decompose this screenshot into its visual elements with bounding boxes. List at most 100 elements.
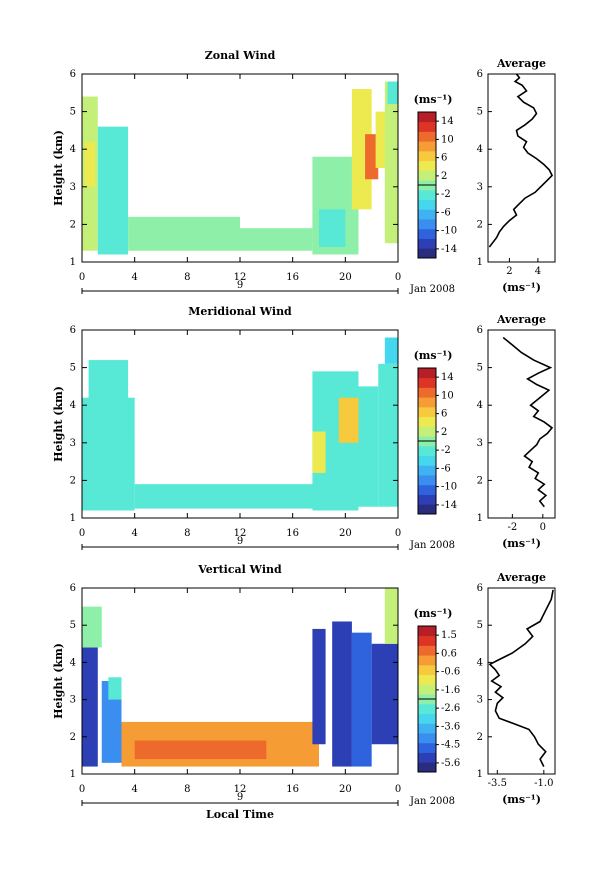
date-day-label: 9 xyxy=(237,536,243,547)
heatmap-cell xyxy=(240,228,313,251)
colorbar-tick-label: 2 xyxy=(441,171,447,182)
profile-y-tick-label: 2 xyxy=(477,732,483,743)
colorbar-swatch xyxy=(418,199,436,210)
colorbar-tick-label: 10 xyxy=(441,134,454,145)
colorbar-swatch xyxy=(418,455,436,466)
colorbar-tick-label: -6 xyxy=(441,463,451,474)
colorbar-swatch xyxy=(418,141,436,152)
colorbar-tick-label: -1.6 xyxy=(441,685,460,696)
profile-y-tick-label: 1 xyxy=(477,769,483,780)
x-tick-label: 0 xyxy=(79,272,85,283)
colorbar-swatch xyxy=(418,465,436,476)
colorbar-tick-label: 6 xyxy=(441,153,447,164)
profile-y-tick-label: 6 xyxy=(477,69,483,80)
x-tick-label: 4 xyxy=(131,784,137,795)
heatmap-cell xyxy=(319,209,346,247)
panel-title: Meridional Wind xyxy=(188,305,292,318)
profile-y-tick-label: 6 xyxy=(477,583,483,594)
y-tick-label: 6 xyxy=(70,583,76,594)
heatmap-cell xyxy=(134,740,267,760)
colorbar-tick-label: -4.5 xyxy=(441,740,460,751)
colorbar-tick-label: 14 xyxy=(441,116,454,127)
colorbar-tick-label: 1.5 xyxy=(441,630,457,641)
profile-y-tick-label: 1 xyxy=(477,257,483,268)
x-tick-label: 12 xyxy=(234,784,247,795)
x-tick-label: 0 xyxy=(395,528,401,539)
x-tick-label: 16 xyxy=(286,784,299,795)
profile-y-tick-label: 5 xyxy=(477,107,483,118)
colorbar-swatch xyxy=(418,484,436,495)
colorbar-swatch xyxy=(418,170,436,181)
colorbar-swatch xyxy=(418,674,436,685)
profile-x-tick-label: -1.0 xyxy=(534,778,553,789)
heatmap-cell xyxy=(358,386,379,507)
x-tick-label: 8 xyxy=(184,272,190,283)
colorbar-tick-label: 6 xyxy=(441,409,447,420)
heatmap-cell xyxy=(82,643,98,767)
profile-frame xyxy=(487,73,556,263)
profile-y-tick-label: 4 xyxy=(477,400,483,411)
heatmap-cell xyxy=(387,81,398,105)
colorbar-swatch xyxy=(418,752,436,763)
heatmap-cell xyxy=(332,621,352,767)
colorbar-swatch xyxy=(418,416,436,427)
profile-line xyxy=(488,73,554,248)
heatmap-cell xyxy=(312,628,326,745)
colorbar-tick-label: 10 xyxy=(441,390,454,401)
heatmap xyxy=(82,588,398,767)
heatmap-cell xyxy=(338,397,359,443)
colorbar-swatch xyxy=(418,368,436,379)
colorbar-swatch xyxy=(418,228,436,239)
profile-frame xyxy=(487,587,556,775)
profile-y-tick-label: 3 xyxy=(477,695,483,706)
heatmap-cell xyxy=(312,431,326,473)
panel-title: Zonal Wind xyxy=(205,49,276,62)
x-tick-label: 0 xyxy=(395,784,401,795)
colorbar-tick-label: 14 xyxy=(441,372,454,383)
colorbar-swatch xyxy=(418,504,436,515)
y-tick-label: 5 xyxy=(70,620,76,631)
heatmap-cell xyxy=(134,484,319,509)
colorbar-tick-label: -3.6 xyxy=(441,721,460,732)
profile-frame xyxy=(487,329,556,519)
colorbar-tick-label: 0.6 xyxy=(441,648,457,659)
colorbar-tick-label: -10 xyxy=(441,226,457,237)
date-day-label: 9 xyxy=(237,792,243,803)
profile-y-tick-label: 1 xyxy=(477,513,483,524)
heatmap-cell xyxy=(128,216,240,251)
heatmap-cell xyxy=(365,134,379,180)
heatmap xyxy=(82,81,398,255)
colorbar-swatch xyxy=(418,426,436,437)
colorbar-tick-label: -14 xyxy=(441,244,457,255)
colorbar-swatch xyxy=(418,112,436,123)
profile-x-unit: (ms⁻¹) xyxy=(502,537,541,550)
colorbar-swatch xyxy=(418,189,436,200)
colorbar-swatch xyxy=(418,733,436,744)
colorbar-tick-label: -2 xyxy=(441,445,451,456)
colorbar-swatch xyxy=(418,445,436,456)
colorbar-tick-label: -0.6 xyxy=(441,667,460,678)
heatmap-cell xyxy=(101,681,122,763)
colorbar-swatch xyxy=(418,387,436,398)
colorbar-swatch xyxy=(418,703,436,714)
profile-y-tick-label: 6 xyxy=(477,325,483,336)
profile-y-tick-label: 3 xyxy=(477,182,483,193)
y-tick-label: 3 xyxy=(70,438,76,449)
colorbar-swatch xyxy=(418,645,436,656)
x-axis-label: Local Time xyxy=(206,808,274,821)
y-tick-label: 1 xyxy=(70,513,76,524)
profile-y-tick-label: 2 xyxy=(477,475,483,486)
heatmap-cell xyxy=(384,337,398,364)
colorbar-tick-label: -10 xyxy=(441,482,457,493)
heatmap-cell xyxy=(375,111,388,168)
x-tick-label: 12 xyxy=(234,528,247,539)
x-tick-label: 8 xyxy=(184,528,190,539)
x-tick-label: 20 xyxy=(339,528,352,539)
x-tick-label: 16 xyxy=(286,272,299,283)
colorbar-swatch xyxy=(418,131,436,142)
heatmap-cell xyxy=(378,363,398,507)
x-tick-label: 0 xyxy=(395,272,401,283)
colorbar-unit: (ms⁻¹) xyxy=(414,93,453,106)
